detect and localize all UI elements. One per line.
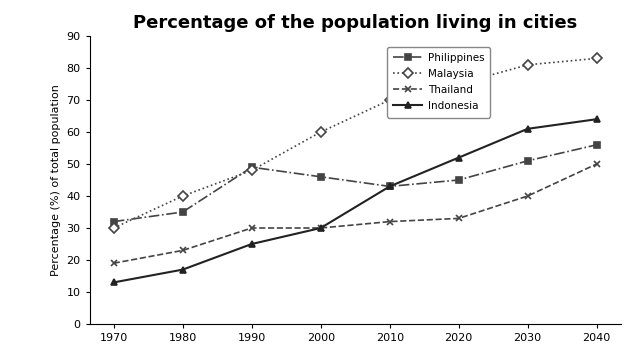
Philippines: [179, 210, 187, 214]
Malaysia: [248, 168, 255, 172]
Indonesia: [593, 117, 600, 121]
Legend: Philippines, Malaysia, Thailand, Indonesia: Philippines, Malaysia, Thailand, Indones…: [387, 47, 490, 118]
Philippines: [593, 143, 600, 147]
Line: Malaysia: Malaysia: [110, 55, 600, 231]
Line: Philippines: Philippines: [111, 142, 600, 224]
Malaysia: [386, 98, 394, 102]
Line: Indonesia: Indonesia: [111, 116, 600, 285]
Thailand: [593, 162, 600, 166]
Malaysia: [317, 130, 324, 134]
Y-axis label: Percentage (%) of total population: Percentage (%) of total population: [51, 84, 61, 276]
Thailand: [317, 226, 324, 230]
Indonesia: [524, 127, 531, 131]
Philippines: [248, 165, 255, 169]
Philippines: [386, 184, 394, 189]
Malaysia: [179, 194, 187, 198]
Malaysia: [455, 82, 463, 86]
Malaysia: [524, 63, 531, 67]
Thailand: [179, 248, 187, 253]
Philippines: [524, 159, 531, 163]
Indonesia: [455, 156, 463, 160]
Title: Percentage of the population living in cities: Percentage of the population living in c…: [133, 14, 577, 32]
Thailand: [248, 226, 255, 230]
Thailand: [455, 216, 463, 221]
Indonesia: [248, 242, 255, 246]
Thailand: [524, 194, 531, 198]
Philippines: [317, 175, 324, 179]
Malaysia: [593, 56, 600, 60]
Thailand: [110, 261, 118, 265]
Indonesia: [386, 184, 394, 189]
Line: Thailand: Thailand: [110, 161, 600, 267]
Indonesia: [179, 267, 187, 272]
Indonesia: [317, 226, 324, 230]
Thailand: [386, 220, 394, 224]
Philippines: [455, 178, 463, 182]
Philippines: [110, 220, 118, 224]
Malaysia: [110, 226, 118, 230]
Indonesia: [110, 280, 118, 284]
